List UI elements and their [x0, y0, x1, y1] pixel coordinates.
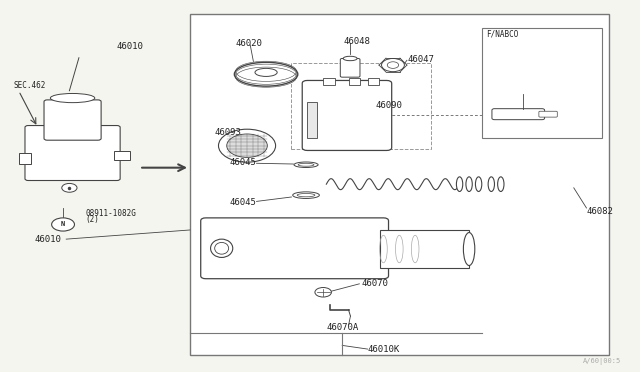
- FancyBboxPatch shape: [539, 111, 557, 117]
- FancyBboxPatch shape: [201, 218, 388, 279]
- FancyBboxPatch shape: [492, 109, 545, 120]
- Circle shape: [218, 129, 276, 162]
- FancyBboxPatch shape: [302, 80, 392, 150]
- Text: A/60|00:5: A/60|00:5: [583, 357, 621, 365]
- Text: 46048: 46048: [344, 37, 371, 46]
- Text: 08911-1082G: 08911-1082G: [85, 209, 136, 218]
- Ellipse shape: [234, 62, 298, 86]
- Text: 46010K: 46010K: [367, 344, 400, 353]
- Ellipse shape: [294, 162, 318, 167]
- Text: 46090A: 46090A: [504, 86, 536, 95]
- Text: 46082: 46082: [586, 207, 613, 216]
- Bar: [349, 78, 360, 85]
- Ellipse shape: [498, 177, 504, 192]
- Text: 46020: 46020: [236, 39, 262, 48]
- Text: 46010: 46010: [117, 42, 144, 51]
- FancyBboxPatch shape: [340, 58, 360, 77]
- Bar: [19, 153, 31, 164]
- Ellipse shape: [298, 163, 314, 166]
- Circle shape: [315, 288, 332, 297]
- Bar: [190, 14, 609, 355]
- Bar: [291, 63, 431, 149]
- Bar: [114, 151, 130, 160]
- Text: 46090: 46090: [376, 101, 403, 110]
- Text: 46045: 46045: [230, 198, 257, 207]
- Text: (2): (2): [85, 215, 99, 224]
- Bar: [323, 78, 335, 85]
- Text: 46093: 46093: [214, 128, 241, 137]
- Text: SEC.462: SEC.462: [13, 81, 46, 90]
- Ellipse shape: [292, 192, 319, 198]
- Text: 46045: 46045: [230, 158, 257, 167]
- Ellipse shape: [51, 93, 95, 103]
- Ellipse shape: [456, 177, 463, 192]
- Text: 46047: 46047: [408, 55, 435, 64]
- FancyBboxPatch shape: [25, 125, 120, 180]
- Ellipse shape: [463, 232, 475, 266]
- Ellipse shape: [488, 177, 495, 192]
- Ellipse shape: [255, 68, 277, 76]
- Text: N: N: [61, 221, 65, 227]
- Circle shape: [227, 134, 268, 157]
- Bar: [482, 28, 602, 138]
- Bar: [380, 230, 469, 269]
- Ellipse shape: [476, 177, 482, 192]
- Circle shape: [52, 218, 74, 231]
- Ellipse shape: [297, 193, 315, 197]
- Bar: [367, 78, 379, 85]
- Ellipse shape: [466, 177, 472, 192]
- Text: 46010: 46010: [35, 235, 61, 244]
- Text: F/NABCO: F/NABCO: [486, 29, 518, 38]
- Ellipse shape: [211, 239, 233, 257]
- Text: 46070: 46070: [361, 279, 388, 288]
- Text: 46070A: 46070A: [326, 323, 358, 331]
- Circle shape: [62, 183, 77, 192]
- Ellipse shape: [343, 56, 357, 61]
- FancyBboxPatch shape: [44, 100, 101, 140]
- Circle shape: [387, 62, 399, 68]
- Circle shape: [381, 58, 404, 72]
- Ellipse shape: [214, 243, 228, 254]
- Bar: [307, 102, 317, 138]
